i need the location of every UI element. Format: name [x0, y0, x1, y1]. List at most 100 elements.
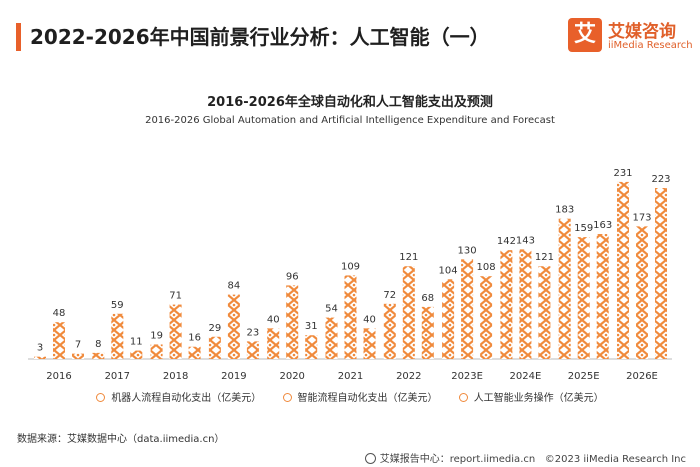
- legend-label-rpa: 机器人流程自动化支出（亿美元）: [111, 393, 262, 404]
- data-label: 130: [458, 245, 477, 256]
- bar-1-2017: [111, 313, 124, 359]
- bar-0-2016: [34, 356, 46, 359]
- bar-2-2018: [188, 346, 201, 359]
- bar-0-2020: [267, 328, 280, 359]
- x-tick-label: 2022: [396, 371, 421, 382]
- data-label: 8: [95, 339, 101, 350]
- data-label: 40: [363, 314, 376, 325]
- bar-0-2018: [150, 344, 163, 359]
- bar-0-2017: [92, 352, 105, 359]
- report-center-icon: [364, 453, 376, 464]
- bar-1-2020: [286, 285, 299, 359]
- legend-marker-icon: [96, 393, 106, 402]
- bar-1-2026E: [636, 226, 648, 359]
- data-label: 84: [228, 281, 241, 292]
- x-tick-label: 2023E: [451, 371, 483, 382]
- data-label: 11: [130, 337, 143, 348]
- x-tick-label: 2025E: [568, 371, 600, 382]
- bar-2-2016: [72, 353, 84, 359]
- chart-subtitle: 2016-2026 Global Automation and Artifici…: [145, 115, 555, 126]
- data-label: 121: [399, 252, 418, 263]
- footer-copyright: ©2023 iiMedia Research Inc: [544, 454, 686, 465]
- x-tick-label: 2017: [105, 371, 130, 382]
- data-label: 143: [516, 235, 535, 246]
- bar-0-2019: [208, 336, 221, 359]
- bar-2-2019: [246, 341, 259, 359]
- bar-1-2018: [169, 304, 182, 359]
- data-label: 109: [341, 261, 360, 272]
- data-label: 183: [555, 205, 574, 216]
- page-title: 2022-2026年中国前景行业分析：人工智能（一）: [30, 25, 490, 49]
- data-label: 163: [593, 220, 612, 231]
- data-label: 16: [188, 333, 201, 344]
- legend-marker-icon: [458, 393, 468, 402]
- data-label: 108: [477, 262, 496, 273]
- bar-0-2025E: [558, 218, 571, 359]
- bar-0-2021: [325, 317, 338, 359]
- bar-1-2024E: [519, 249, 532, 359]
- x-tick-label: 2021: [338, 371, 363, 382]
- bar-1-2022: [402, 266, 415, 359]
- data-label: 231: [613, 168, 632, 179]
- data-label: 23: [247, 327, 260, 338]
- bar-1-2025E: [577, 237, 590, 359]
- data-label: 29: [209, 323, 222, 334]
- bar-1-2016: [53, 322, 65, 359]
- brand-logo: 艾 艾媒咨询 iiMedia Research: [568, 16, 693, 56]
- chart-legend: 机器人流程自动化支出（亿美元） 智能流程自动化支出（亿美元） 人工智能业务操作（…: [0, 389, 700, 404]
- bar-0-2022: [383, 303, 396, 359]
- title-accent-bar: [16, 23, 21, 51]
- footer-site: 艾媒报告中心：report.iimedia.cn: [379, 454, 536, 465]
- data-label: 142: [497, 236, 516, 247]
- data-label: 59: [111, 300, 124, 311]
- x-tick-label: 2018: [163, 371, 188, 382]
- data-label: 7: [75, 340, 81, 351]
- x-tick-label: 2016: [46, 371, 71, 382]
- data-label: 96: [286, 271, 299, 282]
- bar-2-2020: [305, 335, 318, 359]
- data-label: 121: [535, 252, 554, 263]
- bar-2-2025E: [596, 234, 609, 359]
- bar-2-2026E: [655, 188, 667, 359]
- data-label: 31: [305, 321, 318, 332]
- bar-0-2026E: [617, 181, 629, 359]
- bar-1-2021: [344, 275, 357, 359]
- legend-label-ai-ops: 人工智能业务操作（亿美元）: [473, 393, 604, 404]
- data-label: 173: [632, 212, 651, 223]
- x-tick-label: 2020: [279, 371, 304, 382]
- bar-1-2023E: [461, 259, 474, 359]
- legend-item-ai-ops: 人工智能业务操作（亿美元）: [458, 389, 604, 404]
- legend-item-ipa: 智能流程自动化支出（亿美元）: [282, 389, 438, 404]
- logo-name-en: iiMedia Research: [608, 40, 693, 51]
- bar-2-2023E: [480, 276, 493, 359]
- legend-item-rpa: 机器人流程自动化支出（亿美元）: [96, 389, 261, 404]
- data-source: 数据来源：艾媒数据中心（data.iimedia.cn）: [17, 434, 225, 445]
- data-label: 68: [421, 293, 434, 304]
- data-label: 72: [383, 290, 396, 301]
- x-tick-label: 2026E: [626, 371, 658, 382]
- data-label: 71: [169, 291, 182, 302]
- legend-marker-icon: [282, 393, 292, 402]
- logo-mark: 艾: [568, 18, 602, 52]
- bar-2-2021: [363, 328, 376, 359]
- bar-1-2019: [227, 294, 240, 359]
- legend-label-ipa: 智能流程自动化支出（亿美元）: [297, 393, 438, 404]
- footer-credits: 艾媒报告中心：report.iimedia.cn ©2023 iiMedia R…: [364, 450, 686, 465]
- bar-2-2024E: [538, 266, 551, 359]
- x-tick-label: 2019: [221, 371, 246, 382]
- bar-2-2022: [421, 306, 434, 359]
- x-tick-label: 2024E: [510, 371, 542, 382]
- data-label: 40: [267, 314, 280, 325]
- logo-name-cn: 艾媒咨询: [608, 22, 676, 42]
- data-label: 48: [53, 308, 66, 319]
- chart-title: 2016-2026年全球自动化和人工智能支出及预测: [207, 95, 493, 110]
- data-label: 223: [651, 174, 670, 185]
- data-label: 3: [37, 343, 43, 354]
- data-label: 19: [150, 330, 163, 341]
- data-label: 159: [574, 223, 593, 234]
- bar-0-2024E: [500, 250, 513, 359]
- data-label: 54: [325, 304, 338, 315]
- bar-0-2023E: [442, 279, 455, 359]
- bar-2-2017: [130, 350, 143, 359]
